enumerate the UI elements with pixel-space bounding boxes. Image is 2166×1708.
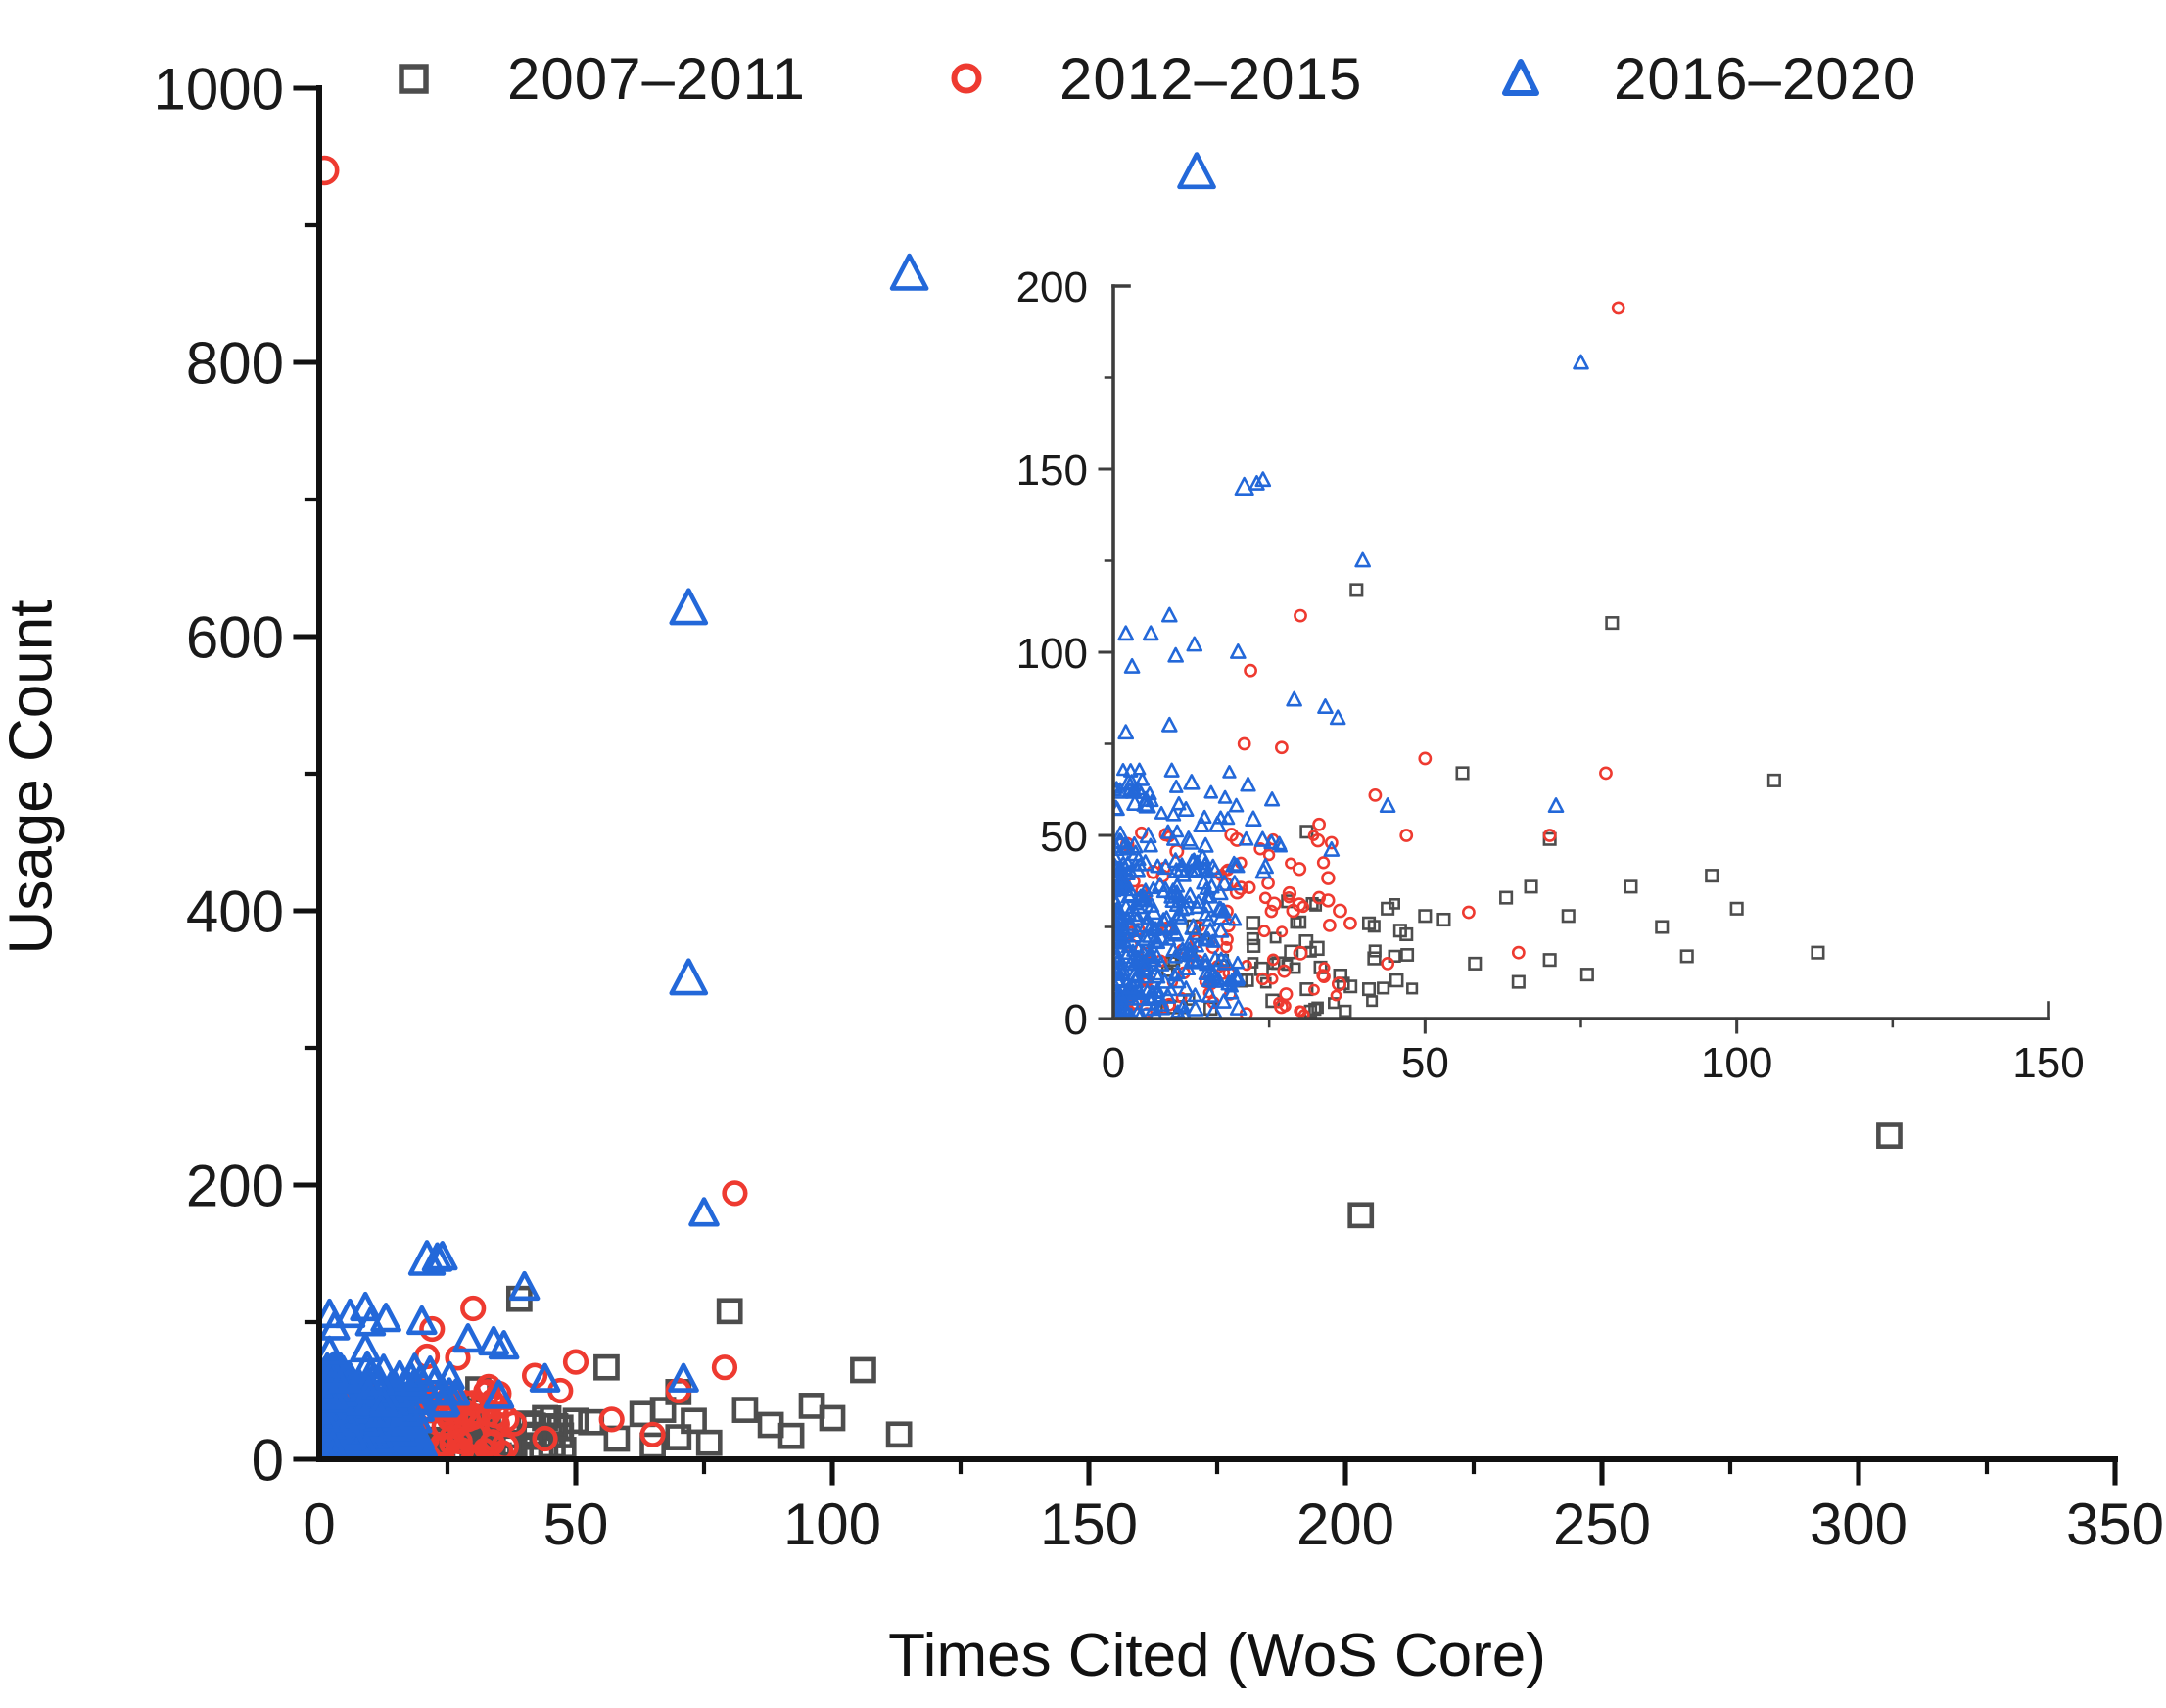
x-axis-title: Times Cited (WoS Core): [888, 1622, 1546, 1689]
svg-text:50: 50: [1040, 813, 1088, 861]
svg-text:600: 600: [186, 605, 284, 671]
series-triangle: [318, 152, 1216, 1461]
legend-item-2012-2015: 2012–2015: [942, 39, 1362, 118]
series-circle: [318, 155, 748, 1461]
svg-text:150: 150: [1040, 1492, 1138, 1557]
legend-item-2007-2011: 2007–2011: [390, 39, 806, 118]
legend-label: 2012–2015: [1059, 45, 1363, 112]
legend: 2007–2011 2012–2015 2016–2020: [0, 39, 2166, 118]
svg-text:400: 400: [186, 879, 284, 945]
svg-text:200: 200: [186, 1154, 284, 1219]
svg-text:50: 50: [1401, 1039, 1449, 1087]
svg-text:50: 50: [543, 1492, 609, 1557]
svg-text:0: 0: [252, 1428, 284, 1494]
main-points: [318, 152, 1903, 1461]
svg-text:100: 100: [783, 1492, 881, 1557]
svg-text:100: 100: [1016, 630, 1088, 678]
svg-text:150: 150: [2012, 1039, 2084, 1087]
svg-text:1000: 1000: [154, 57, 284, 122]
circle-marker-icon: [951, 63, 982, 94]
legend-item-2016-2020: 2016–2020: [1496, 39, 1916, 118]
svg-text:300: 300: [1810, 1492, 1907, 1557]
series-square: [344, 1122, 1903, 1461]
svg-text:100: 100: [1701, 1039, 1772, 1087]
svg-text:0: 0: [303, 1492, 335, 1557]
triangle-marker-icon: [1502, 59, 1539, 96]
legend-label: 2007–2011: [507, 45, 806, 112]
y-axis-title: Usage Count: [0, 599, 66, 955]
inset-axes: 0 50 100 150 200 0 50 100 150: [1016, 263, 2085, 1087]
svg-text:0: 0: [1102, 1039, 1125, 1087]
svg-text:0: 0: [1064, 996, 1088, 1044]
series-square: [1154, 583, 1825, 1019]
svg-text:800: 800: [186, 331, 284, 397]
svg-text:200: 200: [1296, 1492, 1394, 1557]
series-triangle: [1112, 354, 1589, 1020]
square-marker-icon: [399, 64, 429, 94]
svg-text:250: 250: [1553, 1492, 1651, 1557]
legend-label: 2016–2020: [1614, 45, 1917, 112]
svg-text:150: 150: [1016, 447, 1088, 495]
svg-text:350: 350: [2066, 1492, 2164, 1557]
inset-points: [1112, 301, 1825, 1020]
svg-text:200: 200: [1016, 263, 1088, 311]
